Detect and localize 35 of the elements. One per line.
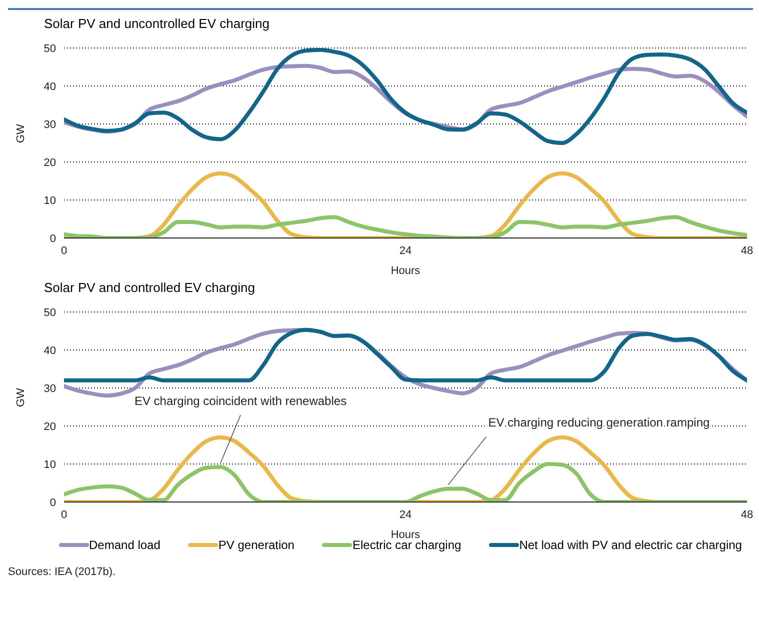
chart-title: Solar PV and controlled EV charging <box>44 280 256 295</box>
x-tick-label: 24 <box>399 508 412 521</box>
y-tick-label: 0 <box>50 232 56 245</box>
chart-title: Solar PV and uncontrolled EV charging <box>43 15 270 33</box>
x-tick-label: 24 <box>399 244 412 257</box>
y-tick-label: 0 <box>50 496 56 509</box>
y-tick-label: 50 <box>44 42 56 55</box>
y-tick-label: 40 <box>44 344 56 357</box>
legend-label: Electric car charging <box>352 538 462 552</box>
y-tick-label: 20 <box>44 420 56 433</box>
y-axis-title: GW <box>14 123 27 143</box>
y-tick-label: 30 <box>44 382 56 395</box>
x-tick-label: 0 <box>60 244 68 257</box>
y-tick-label: 10 <box>44 194 56 207</box>
x-axis-title: Hours <box>390 529 421 541</box>
y-tick-label: 20 <box>44 156 56 169</box>
x-tick-label: 0 <box>60 508 68 521</box>
legend-label: Net load with PV and electric car charging <box>519 538 742 552</box>
y-tick-label: 30 <box>44 118 56 131</box>
y-tick-label: 10 <box>44 458 56 471</box>
y-tick-label: 40 <box>44 80 56 93</box>
legend-label: Demand load <box>89 538 160 552</box>
line-series <box>64 462 747 502</box>
line-series <box>64 215 747 238</box>
y-axis-title: GW <box>14 387 27 407</box>
line-series <box>64 328 747 382</box>
y-tick-label: 50 <box>44 306 56 319</box>
x-tick-label: 48 <box>740 244 754 257</box>
legend-label: PV generation <box>218 538 294 552</box>
annotation: EV charging coincident with renewables <box>134 394 347 408</box>
x-tick-label: 48 <box>740 508 754 521</box>
annotation: EV charging reducing generation ramping <box>488 416 710 430</box>
x-axis-title: Hours <box>390 265 421 277</box>
line-series <box>64 48 747 145</box>
source-note: Sources: IEA (2017b). <box>8 566 117 578</box>
